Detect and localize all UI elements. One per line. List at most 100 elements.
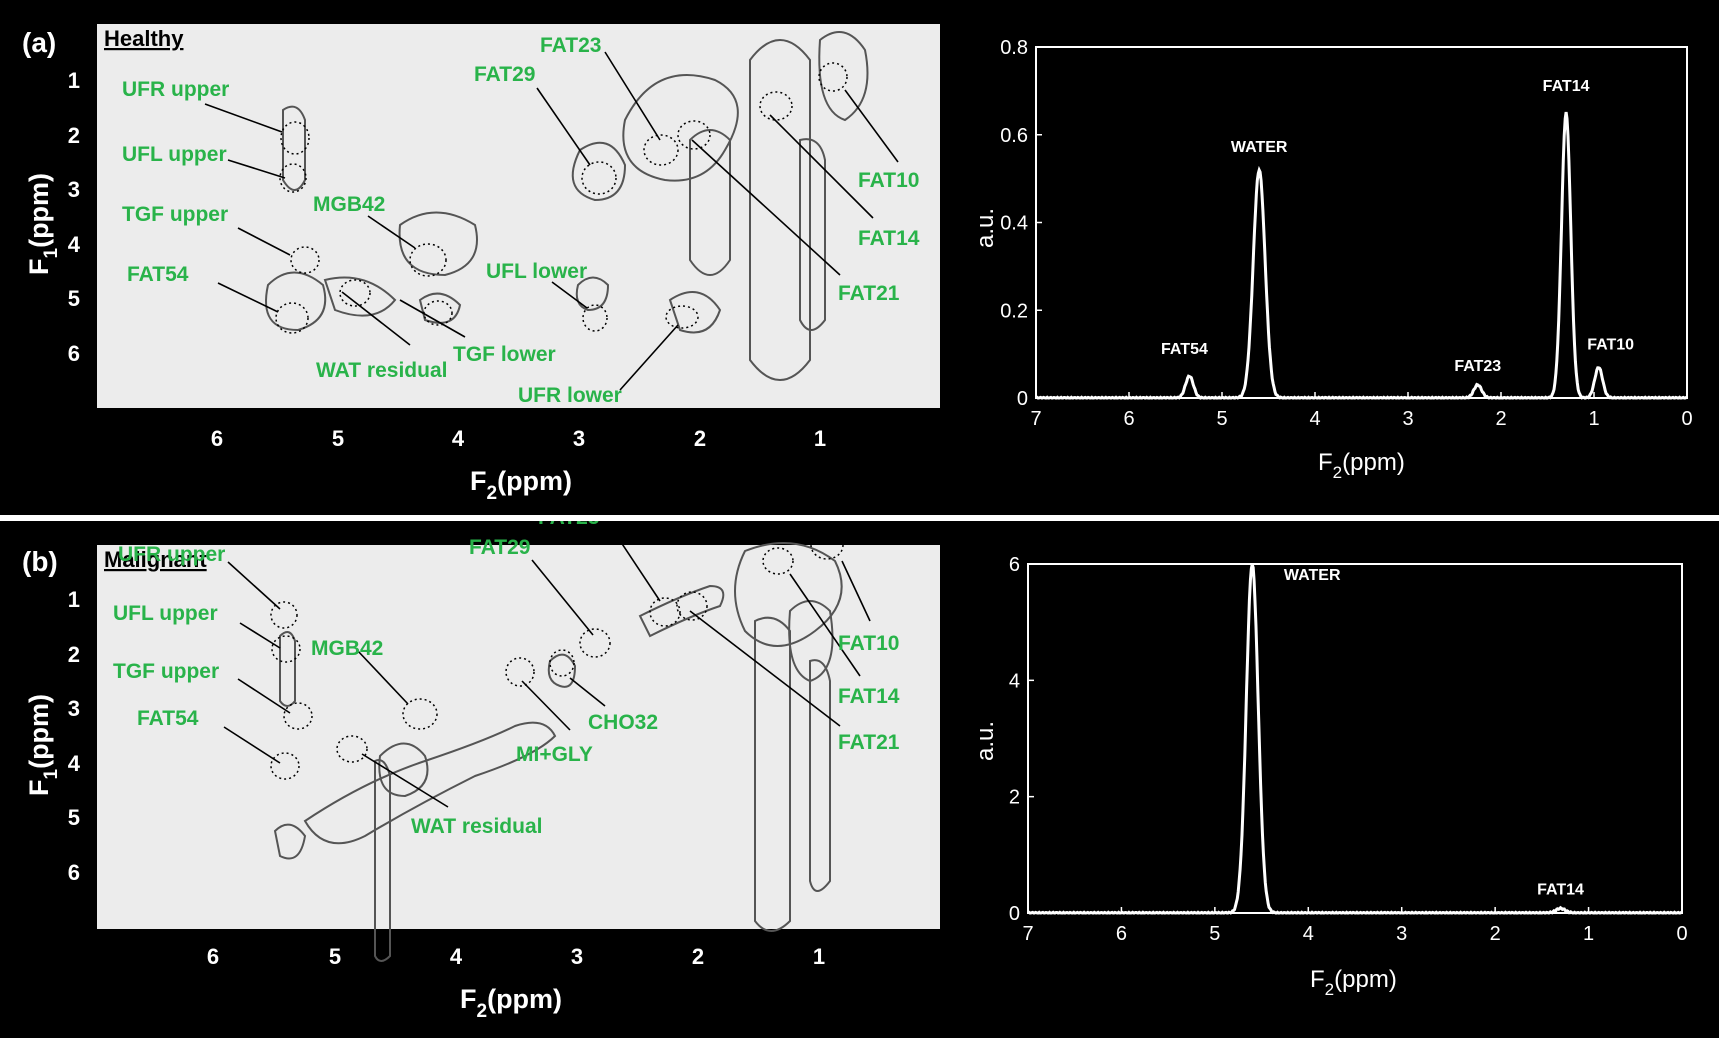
label-fat14: FAT14 [838,685,900,708]
spectrum-xlabel: F2(ppm) [1318,449,1405,482]
x-tick-label: 5 [1209,923,1220,945]
label-mi-gly: MI+GLY [516,743,593,766]
f2-tick: 3 [571,944,583,969]
panel-label: (a) [22,27,56,58]
peak-region-markers [270,530,844,780]
x-tick-label: 7 [1030,408,1041,430]
f1-tick: 2 [68,123,80,148]
x-tick-label: 3 [1396,923,1407,945]
x-tick-label: 0 [1681,408,1692,430]
f2-tick: 5 [332,426,344,451]
panel-divider [0,515,1719,521]
label-tgf-upper: TGF upper [122,203,228,226]
label-mgb42: MGB42 [311,637,383,660]
x-tick-label: 1 [1583,923,1594,945]
y-tick-label: 0.8 [1000,37,1028,59]
x-tick-label: 2 [1490,923,1501,945]
panel-malignant-svg: (b) Malignant [22,506,1688,1022]
peak-label: FAT14 [1543,78,1590,95]
contour-layer [265,31,869,381]
panel-malignant: (b) Malignant [0,506,1719,1033]
f1-axis-ticks: 1 2 3 4 5 6 [68,68,81,366]
f1-tick: 2 [68,642,80,667]
f2-tick: 4 [452,426,465,451]
x-tick-label: 6 [1123,408,1134,430]
x-tick-label: 1 [1588,408,1599,430]
label-cho32: CHO32 [588,711,658,734]
label-tgf-lower: TGF lower [453,343,556,366]
x-tick-label: 4 [1303,923,1314,945]
f2-tick: 2 [694,426,706,451]
f2-tick: 6 [211,426,223,451]
spectrum-plot: 7 6 5 4 3 2 1 0 0 0.2 0.4 0.6 0.8 FAT54 WATER FAT23 FAT1… [1000,37,1692,430]
y-tick-label: 4 [1009,670,1020,692]
label-ufr-lower: UFR lower [518,384,622,407]
f2-axis-ticks: 6 5 4 3 2 1 [207,944,825,969]
label-fat21: FAT21 [838,731,900,754]
f2-tick: 2 [692,944,704,969]
f2-tick: 1 [814,426,826,451]
x-tick-label: 0 [1676,923,1687,945]
spectrum-ylabel: a.u. [972,208,999,248]
peak-label: WATER [1284,567,1341,584]
y-tick-label: 0.6 [1000,125,1028,147]
panel-title: Healthy [104,26,184,51]
label-fat23: FAT23 [540,34,601,57]
label-ufr-upper: UFR upper [122,78,229,101]
peak-label: FAT10 [1587,336,1634,353]
f1-tick: 5 [68,805,80,830]
label-wat-residual: WAT residual [316,359,447,382]
peak-label: FAT23 [1454,358,1501,375]
y-tick-label: 0.2 [1000,300,1028,322]
peak-label: WATER [1231,139,1288,156]
annotation-arrows [223,508,871,808]
label-fat10: FAT10 [858,169,919,192]
label-ufr-upper: UFR upper [118,543,225,566]
label-fat21: FAT21 [838,282,900,305]
x-tick-label: 4 [1309,408,1320,430]
y-tick-label: 0 [1009,903,1020,925]
f1-axis-title: F1(ppm) [24,694,62,796]
label-fat14: FAT14 [858,227,920,250]
f2-tick: 6 [207,944,219,969]
label-fat10: FAT10 [838,632,899,655]
f1-tick: 3 [68,696,80,721]
y-tick-label: 6 [1009,554,1020,576]
spectrum-xlabel: F2(ppm) [1310,966,1397,999]
panel-label: (b) [22,546,58,577]
y-tick-label: 2 [1009,787,1020,809]
x-tick-label: 5 [1216,408,1227,430]
f1-tick: 1 [68,587,80,612]
cosy-map-area [97,545,940,929]
spectrum-frame [1027,563,1683,914]
panel-title: Malignant [104,547,207,572]
x-tick-label: 6 [1116,923,1127,945]
label-wat-residual: WAT residual [411,815,542,838]
f1-axis-title: F1(ppm) [24,173,62,275]
x-tick-label: 3 [1402,408,1413,430]
label-ufl-upper: UFL upper [113,602,218,625]
label-fat29: FAT29 [474,63,535,86]
label-tgf-upper: TGF upper [113,660,219,683]
f2-tick: 4 [450,944,463,969]
annotation-arrows [204,51,899,391]
label-ufl-lower: UFL lower [486,260,587,283]
label-fat23: FAT23 [538,521,599,529]
f1-axis-ticks: 1 2 3 4 5 6 [68,587,81,885]
f2-axis-ticks: 6 5 4 3 2 1 [211,426,826,451]
panel-healthy: (a) Healthy [0,0,1719,515]
contour-layer [273,542,843,962]
spectrum-line [1027,563,1683,915]
f2-tick: 1 [813,944,825,969]
peak-label: FAT54 [1161,341,1208,358]
y-tick-label: 0 [1017,388,1028,410]
spectrum-ylabel: a.u. [972,721,999,761]
f1-tick: 5 [68,286,80,311]
panel-healthy-svg: (a) Healthy [22,24,1693,504]
spectrum-plot: 7 6 5 4 3 2 1 0 0 2 4 6 WATER FAT14 [1009,554,1688,945]
f1-tick: 6 [68,341,80,366]
f2-tick: 3 [573,426,585,451]
f1-tick: 4 [68,751,81,776]
f2-tick: 5 [329,944,341,969]
f2-axis-title: F2(ppm) [460,984,562,1022]
